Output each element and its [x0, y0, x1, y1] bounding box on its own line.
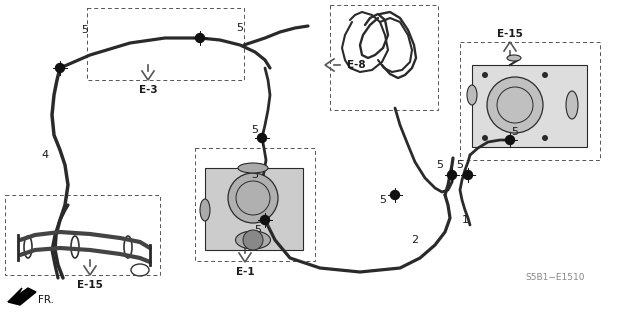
Bar: [195, 148, 315, 261]
Circle shape: [542, 135, 548, 141]
Text: 5: 5: [81, 25, 88, 35]
Bar: [5, 195, 160, 275]
Text: 5: 5: [237, 23, 243, 33]
Ellipse shape: [238, 163, 268, 173]
Text: 1: 1: [461, 215, 468, 225]
Polygon shape: [8, 288, 22, 302]
Bar: [472, 65, 587, 147]
Circle shape: [56, 63, 65, 72]
Ellipse shape: [200, 199, 210, 221]
Text: 5: 5: [436, 160, 444, 170]
Text: 5: 5: [456, 160, 463, 170]
Text: 5: 5: [380, 195, 387, 205]
Circle shape: [482, 135, 488, 141]
Text: S5B1−E1510: S5B1−E1510: [525, 273, 585, 283]
Circle shape: [447, 170, 456, 180]
Circle shape: [482, 72, 488, 78]
Ellipse shape: [507, 55, 521, 61]
Circle shape: [390, 190, 399, 199]
Circle shape: [228, 173, 278, 223]
Circle shape: [542, 72, 548, 78]
Text: 4: 4: [42, 150, 49, 160]
Ellipse shape: [467, 85, 477, 105]
Circle shape: [487, 77, 543, 133]
Text: 5: 5: [252, 125, 259, 135]
Text: 5: 5: [511, 127, 518, 137]
Text: E-3: E-3: [139, 85, 157, 95]
Bar: [205, 168, 303, 250]
Circle shape: [243, 230, 263, 250]
Circle shape: [260, 216, 269, 225]
Text: E-1: E-1: [236, 267, 254, 277]
Bar: [460, 42, 600, 160]
Ellipse shape: [236, 231, 271, 249]
Bar: [472, 65, 587, 147]
Text: FR.: FR.: [38, 295, 54, 305]
Circle shape: [506, 136, 515, 145]
Polygon shape: [8, 288, 36, 305]
Ellipse shape: [566, 91, 578, 119]
Circle shape: [463, 170, 472, 180]
Text: 2: 2: [412, 235, 419, 245]
Bar: [205, 168, 303, 250]
Bar: [87, 8, 244, 80]
Circle shape: [257, 133, 266, 143]
Circle shape: [195, 33, 205, 42]
Text: E-15: E-15: [497, 29, 523, 39]
Text: 3: 3: [252, 170, 259, 180]
Bar: [330, 5, 438, 110]
Text: 5: 5: [255, 225, 262, 235]
Text: E-15: E-15: [77, 280, 103, 290]
Text: E-8: E-8: [347, 60, 365, 70]
